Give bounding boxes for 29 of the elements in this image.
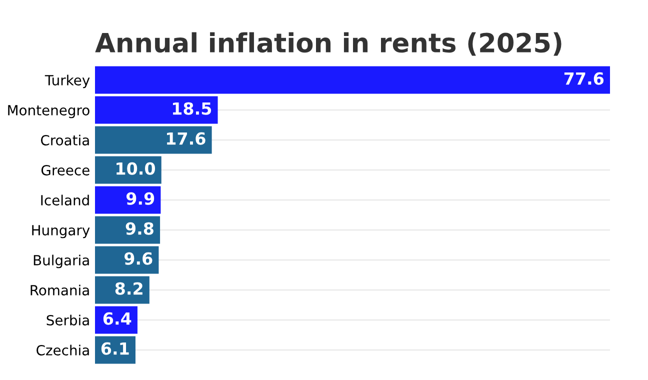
data-label: 6.1 — [101, 342, 129, 355]
y-tick-label: Serbia — [46, 314, 89, 326]
data-label: 9.9 — [126, 192, 154, 205]
data-label: 18.5 — [172, 102, 212, 115]
bar — [95, 126, 212, 154]
y-tick-label: Croatia — [41, 134, 89, 146]
y-tick-label: Bulgaria — [34, 254, 89, 268]
y-tick-label: Turkey — [44, 74, 90, 88]
bar — [95, 66, 610, 94]
y-tick-label: Greece — [41, 164, 90, 176]
data-label: 9.8 — [126, 222, 154, 235]
y-tick-label: Czechia — [36, 344, 89, 356]
bar — [95, 96, 218, 124]
data-label: 8.2 — [115, 282, 142, 295]
bar — [95, 246, 159, 274]
bar — [95, 186, 161, 214]
y-tick-label: Iceland — [41, 194, 89, 206]
y-tick-label: Hungary — [32, 225, 90, 238]
data-label: 77.6 — [564, 72, 604, 85]
data-label: 10.0 — [116, 162, 156, 175]
chart-title: Annual inflation in rents (2025) — [95, 32, 562, 56]
y-tick-label: Romania — [30, 284, 89, 296]
data-label: 6.4 — [103, 312, 132, 325]
bar — [95, 276, 150, 304]
bar — [95, 156, 162, 184]
data-label: 9.6 — [124, 252, 152, 265]
y-tick-label: Montenegro — [8, 105, 90, 118]
bar — [95, 216, 160, 244]
data-label: 17.6 — [167, 132, 206, 145]
